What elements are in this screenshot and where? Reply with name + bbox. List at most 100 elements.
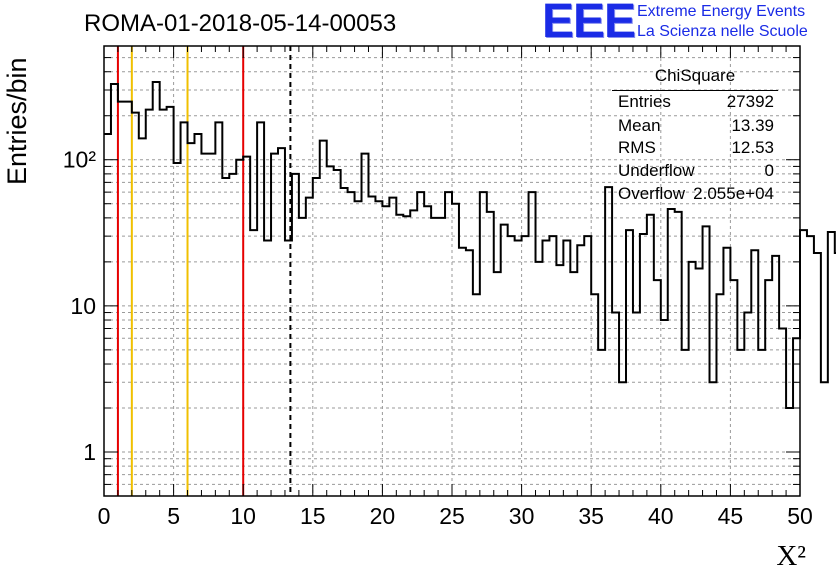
histogram-bin [306,198,313,496]
histogram-bin [375,201,382,496]
axes: 0 5 10 15 20 25 30 35 40 45 50 X² 1 10 10² [63,45,813,572]
histogram-bin [793,338,800,496]
histogram-bin [536,262,543,496]
logo-line-2: La Scienza nelle Scuole [637,23,808,40]
x-tick-label: 0 [98,503,111,529]
histogram-bin [403,216,410,496]
stats-label: Mean [618,116,661,135]
histogram-bin [661,320,668,496]
histogram-bin [236,160,243,496]
stats-row: Mean 13.39 [618,116,774,138]
histogram-bin [751,250,758,496]
histogram-bin [696,269,703,496]
logo-line-1: Extreme Energy Events [637,3,806,20]
stats-divider [612,90,778,91]
histogram-bin [570,272,577,496]
stats-box: ChiSquare Entries 27392 Mean 13.39 RMS 1… [612,66,778,208]
histogram-bin [250,230,257,496]
grid-lines [104,46,800,496]
histogram-bin [292,174,299,496]
stats-label: Entries [618,92,671,111]
histogram-bin [689,262,696,496]
histogram-series [104,81,836,496]
histogram-bin [459,248,466,496]
histogram-bin [473,294,480,496]
histogram-bin [737,350,744,496]
stats-row: Entries 27392 [618,92,774,114]
histogram-bin [598,350,605,496]
histogram-bin [612,313,619,496]
histogram-bin [410,210,417,496]
histogram-bin [828,232,835,496]
histogram-bin [563,241,570,496]
x-tick-label: 25 [439,503,465,529]
histogram-bin [215,122,222,496]
histogram-bin [549,236,556,496]
histogram-bin [501,225,508,496]
histogram-bin [758,350,765,496]
x-tick-label: 15 [300,503,326,529]
histogram-bin [167,107,174,496]
eee-logo: EEE Extreme Energy Events La Scienza nel… [542,0,836,48]
x-tick-label: 40 [648,503,674,529]
histogram-bin [201,154,208,496]
stats-row: Overflow 2.055e+04 [618,184,774,206]
histogram-bin [605,187,612,496]
histogram-bin [716,294,723,496]
x-tick-label: 5 [167,503,180,529]
histogram-bin [675,212,682,496]
histogram-line [104,81,836,410]
histogram-bin [633,313,640,496]
stats-label: RMS [618,138,656,157]
histogram-bin [668,209,675,496]
histogram-bin [577,245,584,496]
histogram-bin [348,192,355,496]
histogram-bin [800,230,807,496]
y-tick-label: 10 [70,293,96,319]
histogram-bin [807,236,814,496]
histogram-bin [132,113,139,496]
histogram-bin [208,154,215,496]
histogram-bin [285,241,292,496]
histogram-bin [382,206,389,496]
stats-value: 13.39 [731,116,774,135]
x-tick-label: 35 [578,503,604,529]
histogram-bin [654,280,661,496]
stats-value: 12.53 [731,138,774,157]
histogram-bin [355,201,362,496]
x-tick-label: 10 [230,503,256,529]
chart-title: ROMA-01-2018-05-14-00053 [84,10,397,37]
histogram-bin [222,178,229,496]
histogram-bin [334,170,341,496]
histogram-bin [710,382,717,496]
histogram-bin [368,197,375,496]
stats-value: 0 [764,161,774,180]
histogram-bin [194,134,201,496]
logo-mark: EEE [542,0,636,48]
y-tick-label: 1 [83,439,96,465]
x-tick-label: 20 [370,503,396,529]
histogram-bin [111,84,118,496]
histogram-bin [431,218,438,496]
histogram-bin [480,192,487,496]
histogram-bin [327,166,334,496]
histogram-bin [118,102,125,496]
histogram-bin [299,218,306,496]
histogram-bin [438,218,445,496]
histogram-bin [417,192,424,496]
x-tick-label: 45 [718,503,744,529]
x-axis-label: X² [776,540,806,572]
histogram-bin [765,280,772,496]
histogram-bin [529,192,536,496]
histogram-bin [584,236,591,496]
histogram-bin [619,382,626,496]
histogram-bin [515,241,522,496]
x-tick-label: 50 [787,503,813,529]
y-axis-label: Entries/bin [2,57,32,185]
histogram-bin [730,280,737,496]
histogram-bin [466,250,473,496]
histogram-bin [160,110,167,496]
histogram-bin [341,188,348,496]
histogram-bin [181,122,188,496]
histogram-bin [723,248,730,496]
